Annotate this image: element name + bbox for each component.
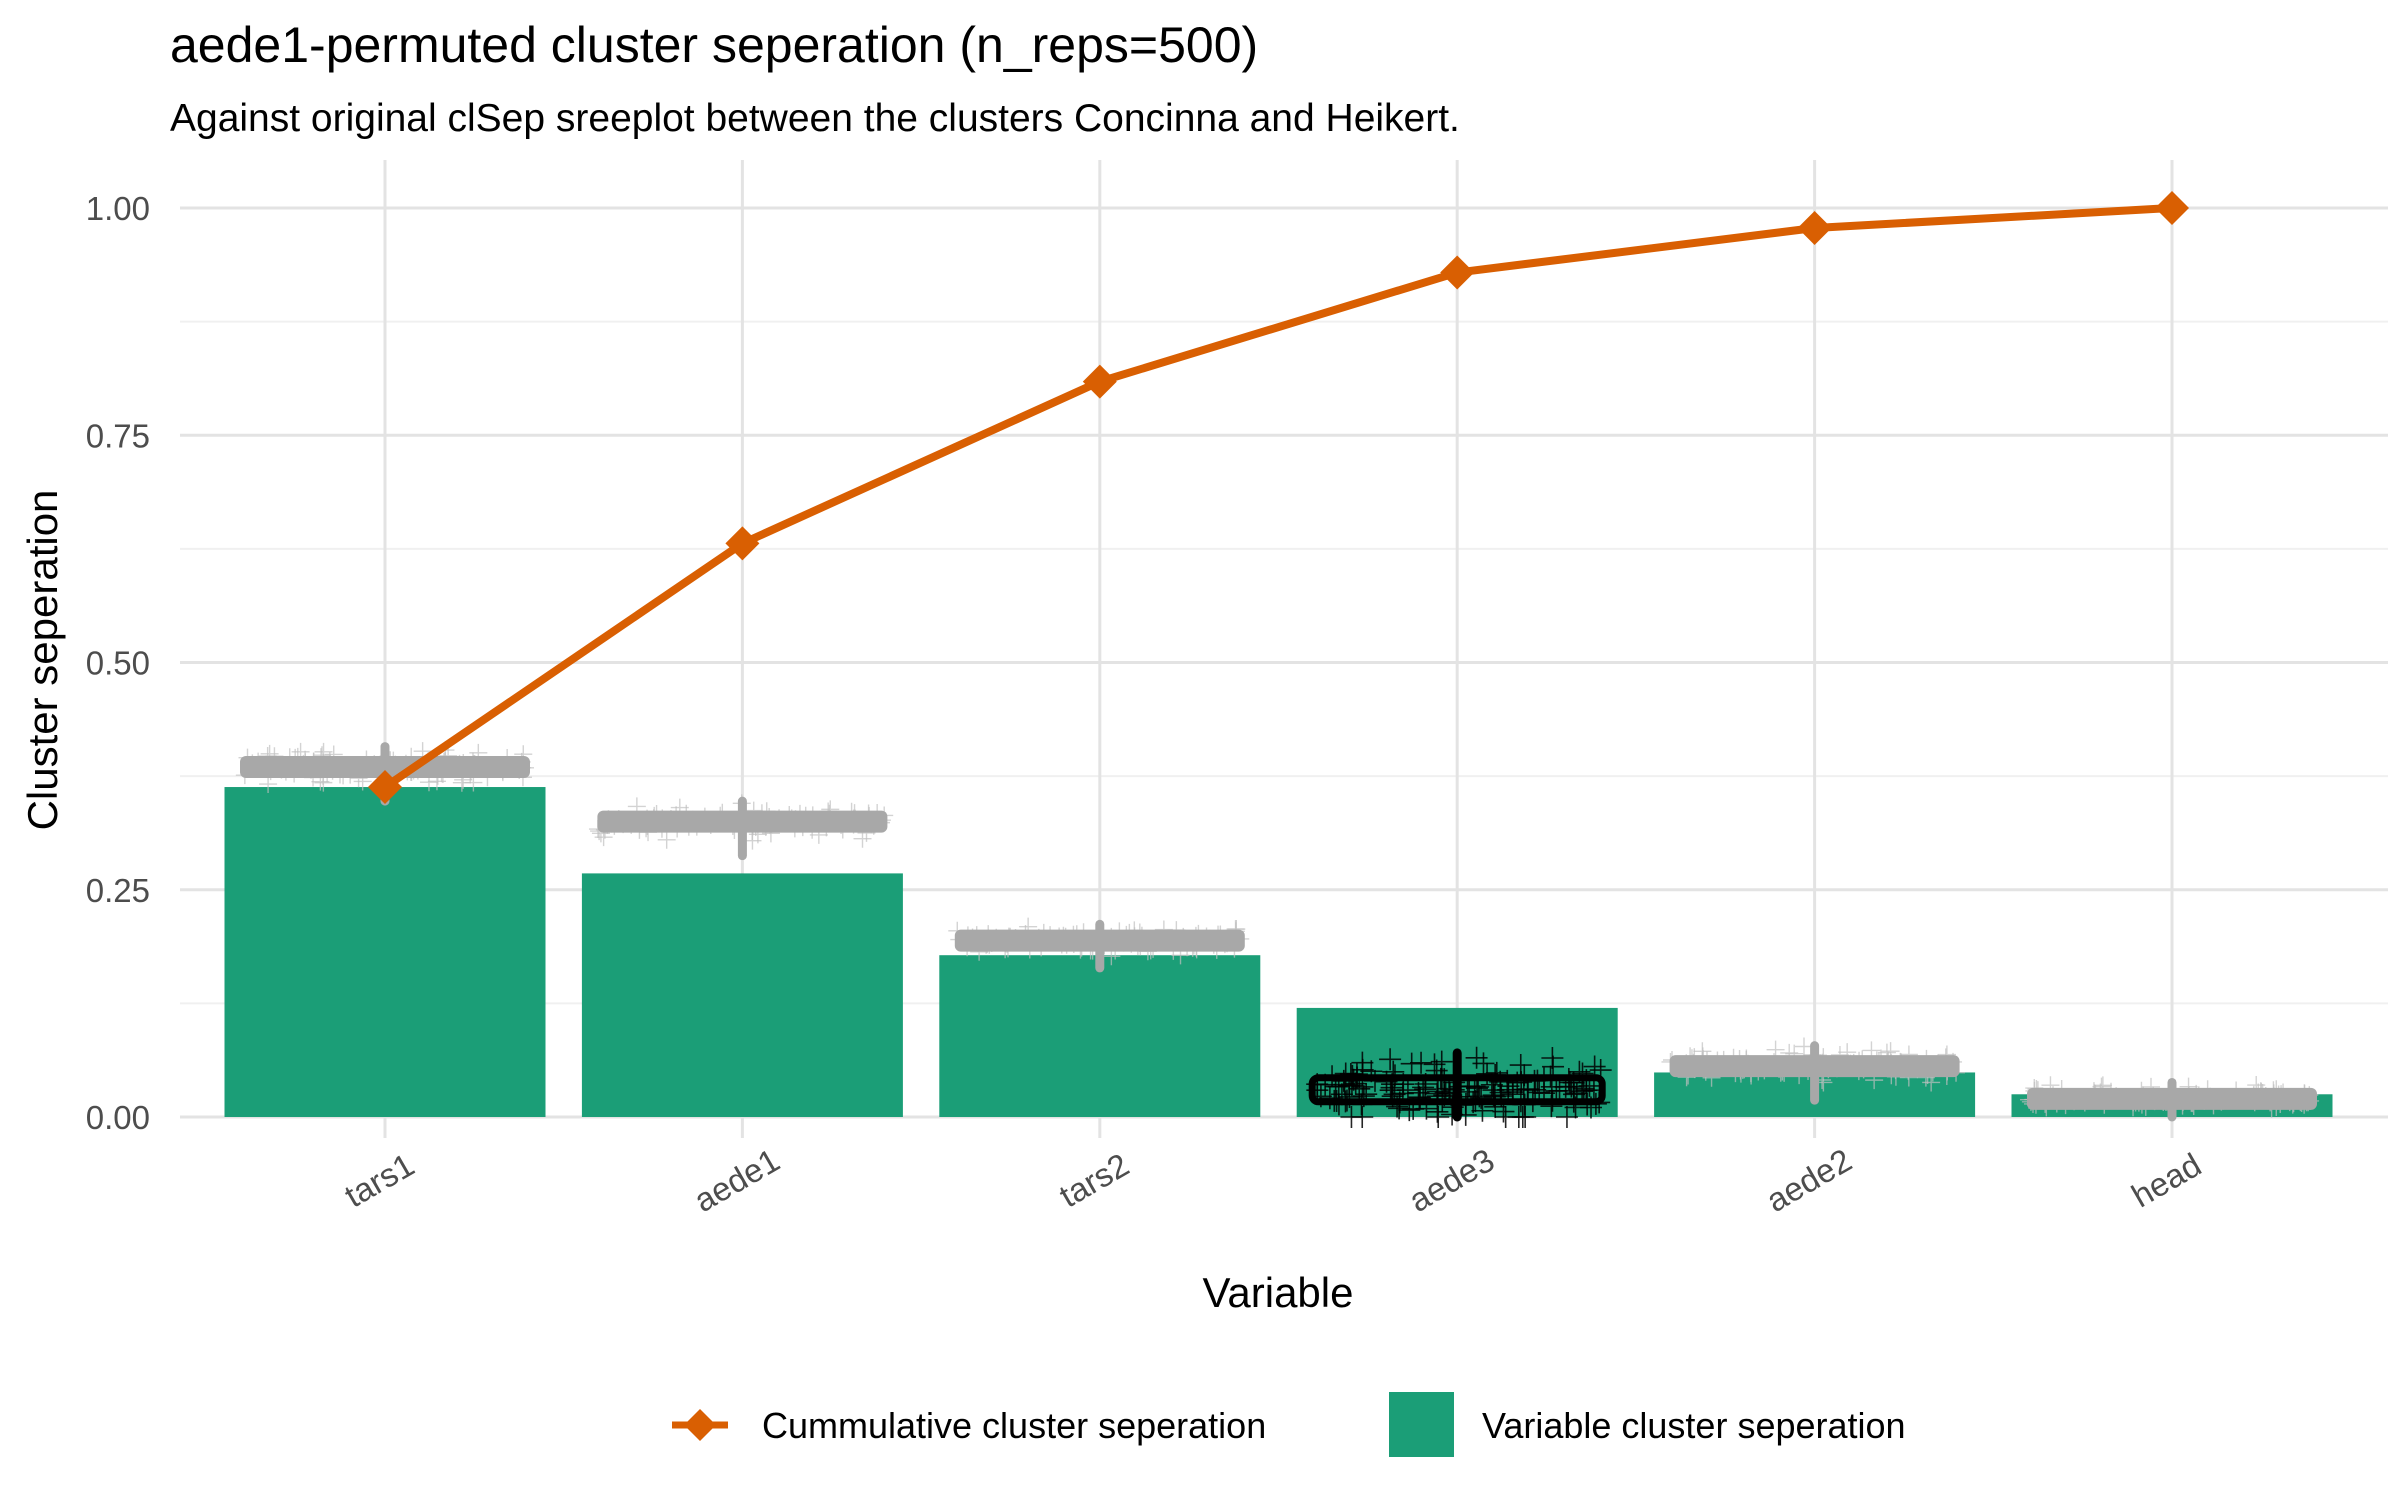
permutation-median-bar xyxy=(2027,1087,2317,1110)
y-tick-label: 0.50 xyxy=(86,645,150,682)
permutation-median-bar xyxy=(597,810,888,833)
permutation-cross-marker xyxy=(1795,1037,1813,1056)
permutation-cross-marker xyxy=(259,775,278,794)
permutation-cloud-aede2 xyxy=(1661,1037,1966,1105)
permutation-cross-marker xyxy=(1379,1079,1402,1102)
cumulative-point-aede2 xyxy=(1797,210,1832,245)
y-tick-label: 1.00 xyxy=(86,190,150,227)
permutation-cross-marker xyxy=(1351,1051,1374,1074)
y-tick-label: 0.75 xyxy=(86,417,150,454)
permutation-cloud-tars1 xyxy=(235,741,535,806)
cumulative-point-aede1 xyxy=(725,526,760,561)
permutation-cloud-aede1 xyxy=(588,794,894,861)
x-axis-title: Variable xyxy=(1203,1269,1354,1316)
bar-tars2 xyxy=(939,955,1261,1117)
legend-diamond-icon xyxy=(684,1409,716,1441)
permutation-median-bar xyxy=(1669,1055,1960,1078)
permutation-cross-marker xyxy=(1583,1055,1606,1078)
permutation-cross-marker xyxy=(1410,1051,1433,1074)
legend-bar-swatch xyxy=(1389,1392,1454,1457)
chart-title: aede1-permuted cluster seperation (n_rep… xyxy=(170,17,1258,73)
cumulative-point-tars1 xyxy=(368,770,402,805)
y-tick-label: 0.25 xyxy=(86,872,150,909)
permutation-cross-marker xyxy=(1555,1106,1578,1128)
permutation-cloud-aede3 xyxy=(1306,1046,1612,1128)
legend: Cummulative cluster seperation Variable … xyxy=(672,1392,1906,1457)
permutation-cross-marker xyxy=(1545,1079,1568,1102)
permutation-cross-marker xyxy=(1524,1078,1547,1101)
legend-label-variable: Variable cluster seperation xyxy=(1482,1405,1906,1446)
permutation-cross-marker xyxy=(1541,1047,1564,1069)
bar-tars1 xyxy=(224,787,546,1117)
permutation-median-bar xyxy=(954,929,1245,952)
bar-aede1 xyxy=(581,873,903,1117)
cumulative-point-head xyxy=(2155,191,2189,225)
cumulative-point-tars2 xyxy=(1082,364,1117,399)
permutation-cross-marker xyxy=(1465,1046,1488,1069)
permutation-cross-marker xyxy=(657,830,676,849)
permutation-median-bar xyxy=(1308,1074,1606,1106)
cumulative-point-aede3 xyxy=(1440,255,1475,290)
permutation-cross-marker xyxy=(1430,1050,1453,1073)
cumulative-series-line xyxy=(382,204,2173,791)
y-axis-ticks: 0.00 0.25 0.50 0.75 1.00 xyxy=(86,190,150,1136)
y-axis-title: Cluster seperation xyxy=(19,490,66,831)
permutation-cross-marker xyxy=(1514,1106,1537,1128)
permutation-median-bar xyxy=(240,756,530,779)
legend-label-cumulative: Cummulative cluster seperation xyxy=(762,1405,1266,1446)
permutation-cross-marker xyxy=(1400,1052,1423,1075)
y-tick-label: 0.00 xyxy=(86,1099,150,1136)
permutation-cloud-head xyxy=(2020,1076,2320,1122)
permutation-overlay xyxy=(235,741,2320,1128)
chart-subtitle: Against original clSep sreeplot between … xyxy=(170,97,1460,140)
permutation-cloud-tars2 xyxy=(948,917,1250,973)
grid-lines xyxy=(180,160,2388,1138)
permutation-cross-marker xyxy=(1427,1106,1450,1128)
cumulative-line xyxy=(368,191,2189,805)
permutation-cross-marker xyxy=(1379,1048,1402,1071)
